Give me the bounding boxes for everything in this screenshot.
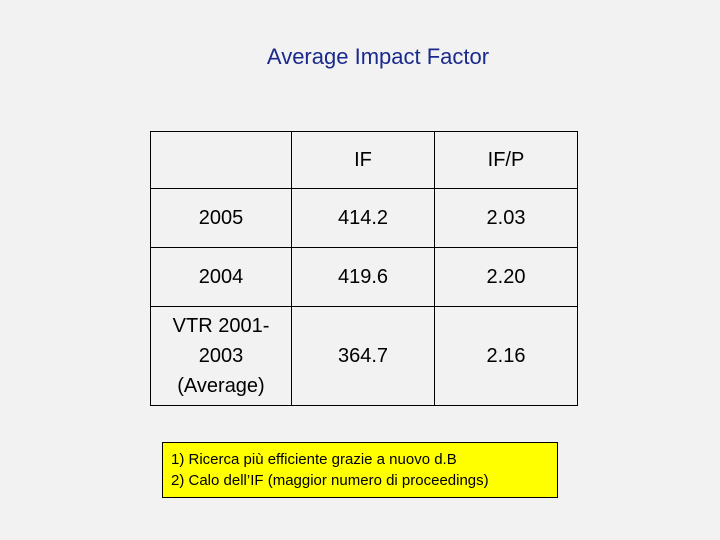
note-line: 1) Ricerca più efficiente grazie a nuovo… <box>171 451 457 468</box>
row-if-value: 414.2 <box>291 188 435 248</box>
impact-factor-table: IF IF/P 2005 414.2 2.03 2004 419.6 2.20 … <box>150 131 578 406</box>
header-cell-empty <box>150 131 292 189</box>
table-row: VTR 2001- 2003 (Average) 364.7 2.16 <box>150 306 578 406</box>
header-cell-ifp: IF/P <box>434 131 578 189</box>
row-if-value: 364.7 <box>291 306 435 406</box>
row-if-value: 419.6 <box>291 247 435 307</box>
row-label-line: VTR 2001- <box>172 315 270 337</box>
row-label: VTR 2001- 2003 (Average) <box>150 306 292 406</box>
page-title: Average Impact Factor <box>266 44 490 69</box>
row-label: 2005 <box>150 188 292 248</box>
table-row: 2004 419.6 2.20 <box>150 247 578 307</box>
row-label-line: (Average) <box>177 375 265 397</box>
table-row: 2005 414.2 2.03 <box>150 188 578 248</box>
note-line: 2) Calo dell’IF (maggior numero di proce… <box>171 472 489 489</box>
notes-box: 1) Ricerca più efficiente grazie a nuovo… <box>162 442 558 498</box>
row-ifp-value: 2.20 <box>434 247 578 307</box>
row-label: 2004 <box>150 247 292 307</box>
table-header-row: IF IF/P <box>150 131 578 189</box>
header-cell-if: IF <box>291 131 435 189</box>
row-ifp-value: 2.03 <box>434 188 578 248</box>
row-ifp-value: 2.16 <box>434 306 578 406</box>
row-label-line: 2003 <box>198 345 244 367</box>
